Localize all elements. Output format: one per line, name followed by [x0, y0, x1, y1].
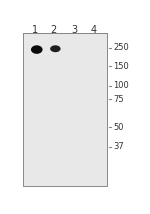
- Text: 150: 150: [114, 62, 129, 71]
- Text: 2: 2: [51, 25, 57, 35]
- Text: 100: 100: [114, 81, 129, 90]
- Bar: [23, 33, 107, 186]
- Text: 250: 250: [114, 43, 129, 52]
- Text: 3: 3: [72, 25, 78, 35]
- Ellipse shape: [31, 45, 43, 54]
- Text: 50: 50: [114, 123, 124, 132]
- Ellipse shape: [50, 45, 61, 52]
- Text: 1: 1: [32, 25, 38, 35]
- Text: 75: 75: [114, 95, 124, 104]
- Text: 4: 4: [90, 25, 96, 35]
- Text: 37: 37: [114, 142, 124, 151]
